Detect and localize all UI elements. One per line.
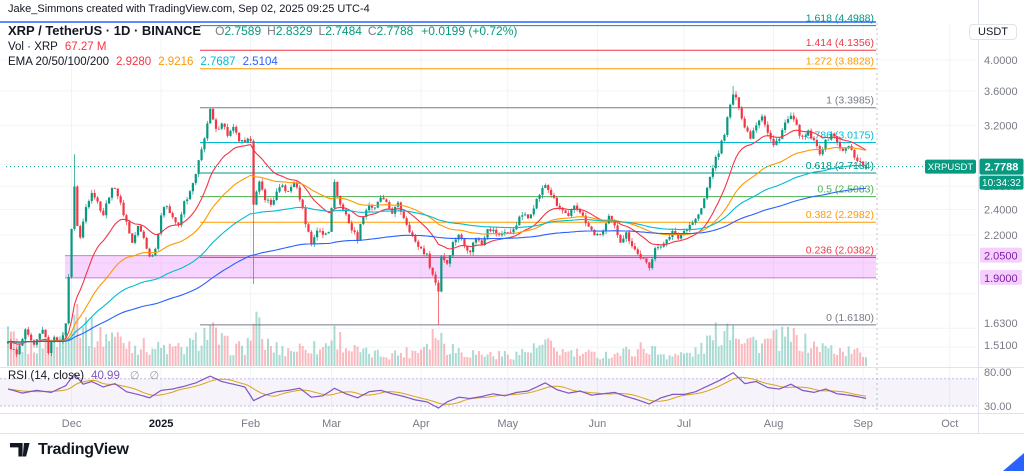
currency-toggle[interactable]: USDT	[969, 24, 1017, 40]
countdown-value: 10:34:32	[982, 178, 1021, 189]
rsi-value: 40.99	[91, 370, 120, 382]
tradingview-logo[interactable]: TradingView	[10, 441, 129, 459]
rsi-legend[interactable]: RSI (14, close) 40.99 ∅ ∅	[8, 369, 159, 382]
volume-label: Vol · XRP	[8, 41, 58, 53]
fib-retracement[interactable]: 1.618 (4.4988) 1.414 (4.1356) 1.272 (3.882…	[200, 13, 876, 326]
fib-label: 0.236 (2.0382)	[806, 244, 874, 256]
symbol-badge: XRPUSDT	[928, 162, 974, 173]
resize-corner[interactable]	[1003, 453, 1024, 471]
rsi-ma-empty-icon: ∅	[129, 370, 140, 382]
price-tick: 2.4000	[984, 205, 1018, 217]
ema20-value: 2.9280	[116, 56, 152, 68]
time-tick: Oct	[941, 418, 958, 430]
time-tick: Aug	[764, 418, 784, 430]
price-tick: 3.6000	[984, 86, 1018, 98]
fib-label: 1.618 (4.4988)	[806, 13, 874, 25]
rsi-upper-tick: 80.00	[984, 367, 1012, 379]
time-axis[interactable]: Dec 2025 Feb Mar Apr May Jun Jul Aug Sep Oct	[62, 418, 959, 430]
time-tick: Apr	[413, 418, 430, 430]
low-value: 2.7484	[325, 24, 362, 38]
volume-value: 67.27 M	[64, 41, 107, 53]
highlight-band[interactable]	[65, 255, 876, 279]
price-tick: 1.6300	[984, 318, 1018, 330]
price-tick: 3.2000	[984, 120, 1018, 132]
fib-label: 1 (3.3985)	[826, 95, 874, 107]
ema-label: EMA 20/50/100/200	[8, 56, 110, 68]
low-label: L	[318, 24, 326, 38]
ema100-value: 2.7687	[200, 56, 236, 68]
volume-legend[interactable]: Vol · XRP 67.27 M	[8, 41, 106, 53]
last-price-value: 2.7788	[985, 162, 1019, 174]
fib-label: 1.272 (3.8828)	[806, 56, 874, 68]
time-tick: Mar	[322, 418, 341, 430]
price-tick: 4.0000	[984, 55, 1018, 67]
fib-label: 1.414 (4.1356)	[806, 37, 874, 49]
fib-label: 0 (1.6180)	[826, 312, 874, 324]
close-label: C	[367, 24, 377, 38]
last-price-badge: XRPUSDT 2.7788 10:34:32	[925, 158, 1024, 190]
price-tick: 2.2000	[984, 230, 1018, 242]
symbol-title[interactable]: XRP / TetherUS · 1D · BINANCE	[8, 23, 202, 38]
fib-label: 0.618 (2.7184)	[806, 160, 874, 172]
candlesticks[interactable]	[6, 86, 868, 358]
ema200-value: 2.5104	[242, 56, 278, 68]
ema-lines	[7, 129, 867, 345]
open-label: O	[215, 24, 225, 38]
attribution: Jake_Simmons created with TradingView.co…	[8, 3, 370, 15]
time-tick: Feb	[241, 418, 260, 430]
fib-label: 0.382 (2.2982)	[806, 209, 874, 221]
time-tick: Jul	[677, 418, 691, 430]
tradingview-logo-text: TradingView	[38, 441, 129, 458]
time-tick: Sep	[853, 418, 873, 430]
band-price-tick: 1.9000	[984, 273, 1018, 285]
tradingview-logo-icon	[10, 443, 30, 457]
close-value: 2.7788	[376, 24, 414, 38]
volume-bars	[7, 304, 867, 366]
change-value: +0.0199 (+0.72%)	[421, 24, 518, 38]
fib-label: 0.786 (3.0175)	[806, 130, 874, 142]
time-tick: Jun	[588, 418, 606, 430]
time-tick: 2025	[149, 418, 173, 430]
rsi-label: RSI (14, close)	[8, 370, 85, 382]
rsi-ma-empty-icon: ∅	[149, 370, 160, 382]
price-tick: 1.5100	[984, 340, 1018, 352]
high-label: H	[267, 24, 276, 38]
band-price-tick: 2.0500	[984, 251, 1018, 263]
ema-legend[interactable]: EMA 20/50/100/200 2.9280 2.9216 2.7687 2…	[8, 56, 278, 68]
ema50-value: 2.9216	[158, 56, 194, 68]
rsi-lower-tick: 30.00	[984, 401, 1012, 413]
open-value: 2.7589	[224, 24, 262, 38]
price-axis[interactable]: 4.00003.60003.20002.60002.40002.20001.63…	[980, 55, 1022, 352]
time-tick: May	[497, 418, 518, 430]
time-tick: Dec	[62, 418, 82, 430]
rsi-pane	[0, 371, 977, 409]
high-value: 2.8329	[275, 24, 313, 38]
